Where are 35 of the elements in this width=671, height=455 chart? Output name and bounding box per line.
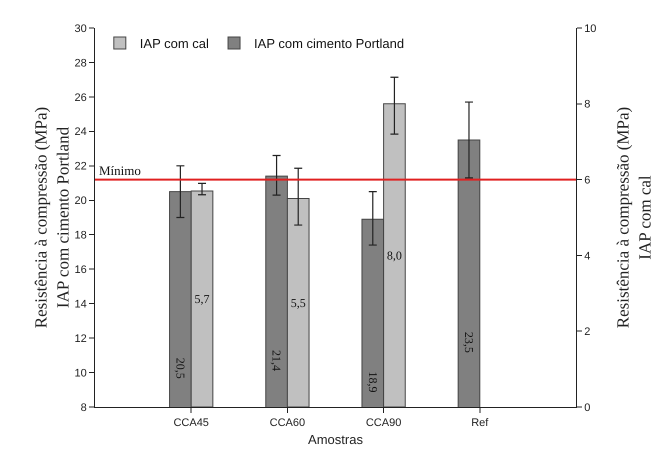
data-label: 23,5 — [462, 332, 476, 353]
y2-tick-label: 4 — [584, 250, 590, 262]
data-label: 21,4 — [270, 350, 284, 371]
y2-axis-title: Resistência à compressão (MPa) IAP com cal — [614, 106, 655, 328]
y2-tick-label: 2 — [584, 326, 590, 338]
data-label: 5,7 — [194, 292, 210, 306]
y-tick-label: 16 — [74, 264, 87, 276]
ref-line-label: Mínimo — [99, 163, 141, 178]
y-tick-label: 12 — [74, 332, 87, 345]
x-tick-label: CCA60 — [270, 417, 306, 430]
y-tick-label: 30 — [74, 22, 87, 35]
y-tick-label: 22 — [74, 160, 87, 173]
x-axis-title: Amostras — [308, 432, 364, 447]
y2-tick-label: 10 — [584, 22, 596, 35]
y-tick-label: 18 — [74, 230, 87, 242]
y-tick-label: 8 — [80, 402, 87, 414]
y-axis-title: Resistência à compressão (MPa) IAP com cimento Portland — [31, 106, 73, 328]
legend-label: IAP com cimento Portland — [254, 36, 404, 52]
x-tick-label: CCA45 — [173, 417, 209, 430]
data-label: 5,5 — [290, 296, 306, 310]
y2-tick-label: 0 — [584, 402, 590, 414]
y2-tick-label: 6 — [584, 174, 590, 186]
x-tick-label: CCA90 — [366, 417, 402, 430]
data-label: 20,5 — [173, 358, 188, 379]
data-label: 18,9 — [366, 372, 380, 393]
y-tick-label: 20 — [74, 195, 87, 208]
y-tick-label: 28 — [74, 57, 87, 70]
y-tick-label: 14 — [74, 298, 87, 310]
legend-label: IAP com cal — [140, 36, 210, 52]
y-tick-label: 24 — [74, 126, 87, 138]
x-tick-label: Ref — [471, 417, 490, 430]
y2-tick-label: 8 — [584, 98, 590, 111]
data-label: 8,0 — [386, 248, 402, 262]
y-tick-label: 26 — [74, 92, 87, 104]
y-tick-label: 10 — [74, 367, 87, 380]
